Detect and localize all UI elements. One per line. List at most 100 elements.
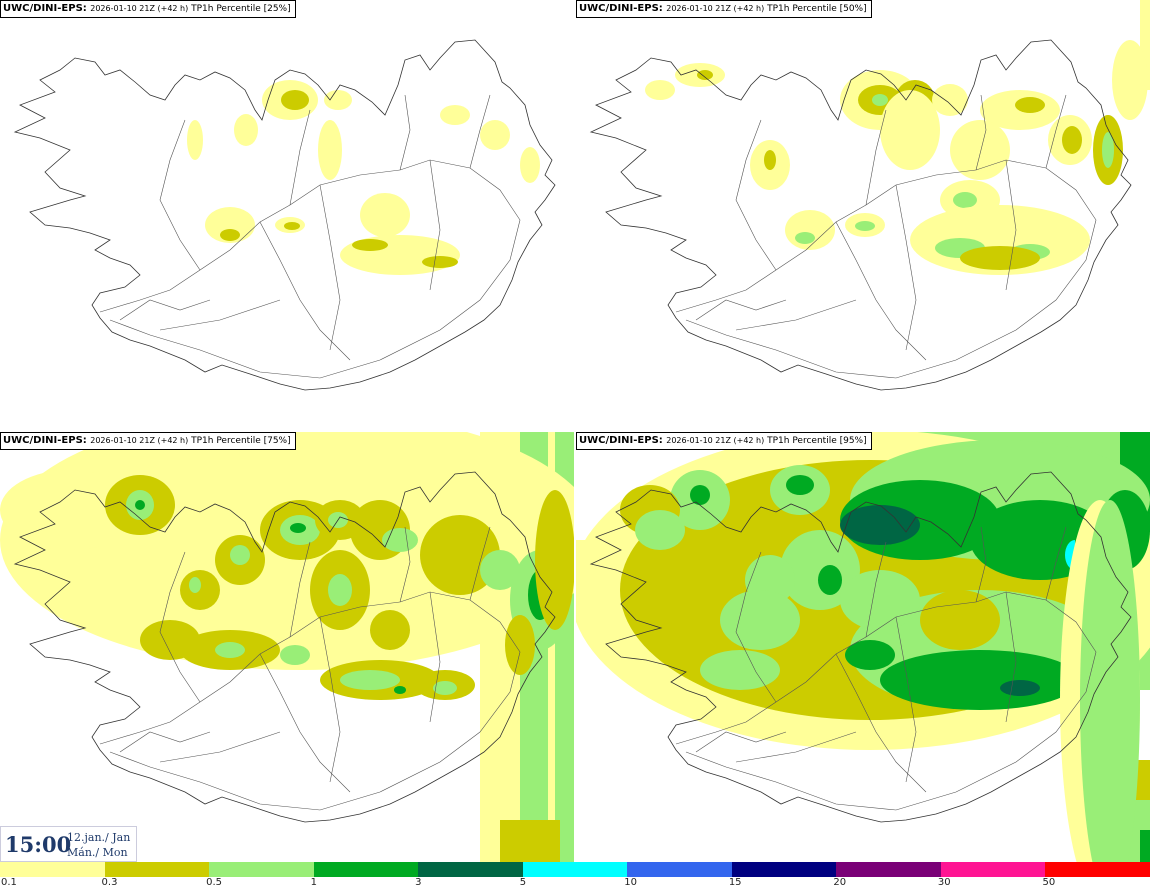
precip-area bbox=[382, 528, 418, 552]
precip-area bbox=[840, 505, 920, 545]
precip-area bbox=[700, 650, 780, 690]
precip-area bbox=[480, 550, 520, 590]
road-line bbox=[289, 109, 311, 206]
road-line bbox=[835, 653, 927, 793]
coastline bbox=[13, 471, 556, 823]
road-line bbox=[319, 184, 341, 351]
valid-date-line1: 12.jan./ Jan bbox=[67, 831, 131, 844]
panel-title: UWC/DINI-EPS: 2026-01-10 21Z (+42 h) TP1… bbox=[0, 0, 296, 18]
run-time: 2026-01-10 21Z (+42 h) bbox=[666, 436, 765, 445]
road-line bbox=[469, 526, 491, 601]
precip-area bbox=[215, 642, 245, 658]
road-line bbox=[975, 526, 987, 603]
field-name: TP1h Percentile [95%] bbox=[767, 436, 867, 446]
precip-area bbox=[920, 590, 1000, 650]
precip-area bbox=[284, 222, 300, 230]
road-line bbox=[99, 159, 521, 379]
precip-area bbox=[180, 570, 220, 610]
precip-area bbox=[1102, 132, 1114, 168]
road-line bbox=[975, 94, 987, 171]
model-name: UWC/DINI-EPS bbox=[3, 435, 83, 446]
precip-area bbox=[1000, 680, 1040, 696]
precip-area bbox=[370, 610, 410, 650]
colorbar-segment bbox=[313, 862, 419, 877]
colorbar-label: 15 bbox=[728, 877, 742, 888]
run-time: 2026-01-10 21Z (+42 h) bbox=[90, 4, 189, 13]
precip-area bbox=[872, 94, 888, 106]
precip-area bbox=[840, 570, 920, 630]
road-line bbox=[865, 109, 887, 206]
colorbar-label: 20 bbox=[833, 877, 847, 888]
precip-area bbox=[795, 232, 815, 244]
precip-area bbox=[230, 545, 250, 565]
road-line bbox=[159, 299, 281, 331]
colorbar-segment bbox=[940, 862, 1046, 877]
precip-area bbox=[394, 686, 406, 694]
colorbar-segment bbox=[0, 862, 105, 877]
colorbar-label: 10 bbox=[624, 877, 637, 888]
coastline bbox=[589, 39, 1132, 391]
precip-map bbox=[0, 432, 574, 862]
precip-area bbox=[645, 80, 675, 100]
road-line bbox=[429, 159, 441, 291]
road-line bbox=[319, 616, 341, 783]
precip-area bbox=[1112, 40, 1148, 120]
colorbar-label: 0.5 bbox=[206, 877, 222, 888]
colorbar-label: 1 bbox=[310, 877, 317, 888]
colorbar-label: 5 bbox=[519, 877, 527, 888]
road-line bbox=[735, 299, 857, 331]
colorbar-segment bbox=[1045, 862, 1150, 877]
precip-area bbox=[1015, 97, 1045, 113]
valid-date-line2: Mán./ Mon bbox=[67, 846, 128, 859]
coastline bbox=[13, 39, 556, 391]
precip-area bbox=[880, 650, 1080, 710]
precip-area bbox=[205, 207, 255, 243]
panel-title: UWC/DINI-EPS: 2026-01-10 21Z (+42 h) TP1… bbox=[576, 0, 872, 18]
precip-map bbox=[589, 0, 1150, 391]
road-line bbox=[695, 299, 787, 321]
precip-area bbox=[786, 475, 814, 495]
precip-area bbox=[281, 90, 309, 110]
precip-area bbox=[360, 193, 410, 237]
precip-area bbox=[0, 470, 140, 550]
precip-area bbox=[422, 256, 458, 268]
coastline bbox=[589, 471, 1132, 823]
precip-area bbox=[220, 229, 240, 241]
precip-area bbox=[690, 485, 710, 505]
precip-area bbox=[880, 90, 940, 170]
map-panel-p75: UWC/DINI-EPS: 2026-01-10 21Z (+42 h) TP1… bbox=[0, 432, 574, 862]
panel-title: UWC/DINI-EPS: 2026-01-10 21Z (+42 h) TP1… bbox=[576, 432, 872, 450]
precip-area bbox=[433, 681, 457, 695]
precip-area bbox=[697, 70, 713, 80]
colorbar-segment bbox=[522, 862, 628, 877]
precip-area bbox=[950, 120, 1010, 180]
colorbar bbox=[0, 862, 1150, 877]
road-line bbox=[159, 119, 201, 271]
colorbar-segment bbox=[627, 862, 733, 877]
colorbar-segment bbox=[418, 862, 524, 877]
road-line bbox=[1005, 159, 1017, 291]
panel-title: UWC/DINI-EPS: 2026-01-10 21Z (+42 h) TP1… bbox=[0, 432, 296, 450]
colorbar-label: 50 bbox=[1042, 877, 1056, 888]
colorbar-label: 0.3 bbox=[101, 877, 118, 888]
precip-area bbox=[1062, 126, 1082, 154]
precip-area bbox=[189, 577, 201, 593]
colorbar-segment bbox=[104, 862, 210, 877]
precip-area bbox=[340, 670, 400, 690]
colorbar-segment bbox=[731, 862, 837, 877]
precip-map bbox=[576, 432, 1150, 862]
road-line bbox=[399, 94, 411, 171]
precip-area bbox=[1080, 500, 1140, 862]
road-line bbox=[865, 541, 887, 638]
colorbar-label: 0.1 bbox=[1, 877, 17, 888]
road-line bbox=[695, 731, 787, 753]
precip-area bbox=[505, 615, 535, 675]
field-name: TP1h Percentile [25%] bbox=[191, 4, 291, 14]
precip-area bbox=[520, 147, 540, 183]
road-line bbox=[895, 184, 917, 351]
map-panel-p50: UWC/DINI-EPS: 2026-01-10 21Z (+42 h) TP1… bbox=[576, 0, 1150, 430]
road-line bbox=[259, 221, 351, 361]
map-panel-p25: UWC/DINI-EPS: 2026-01-10 21Z (+42 h) TP1… bbox=[0, 0, 574, 430]
precip-area bbox=[318, 120, 342, 180]
field-name: TP1h Percentile [75%] bbox=[191, 436, 291, 446]
